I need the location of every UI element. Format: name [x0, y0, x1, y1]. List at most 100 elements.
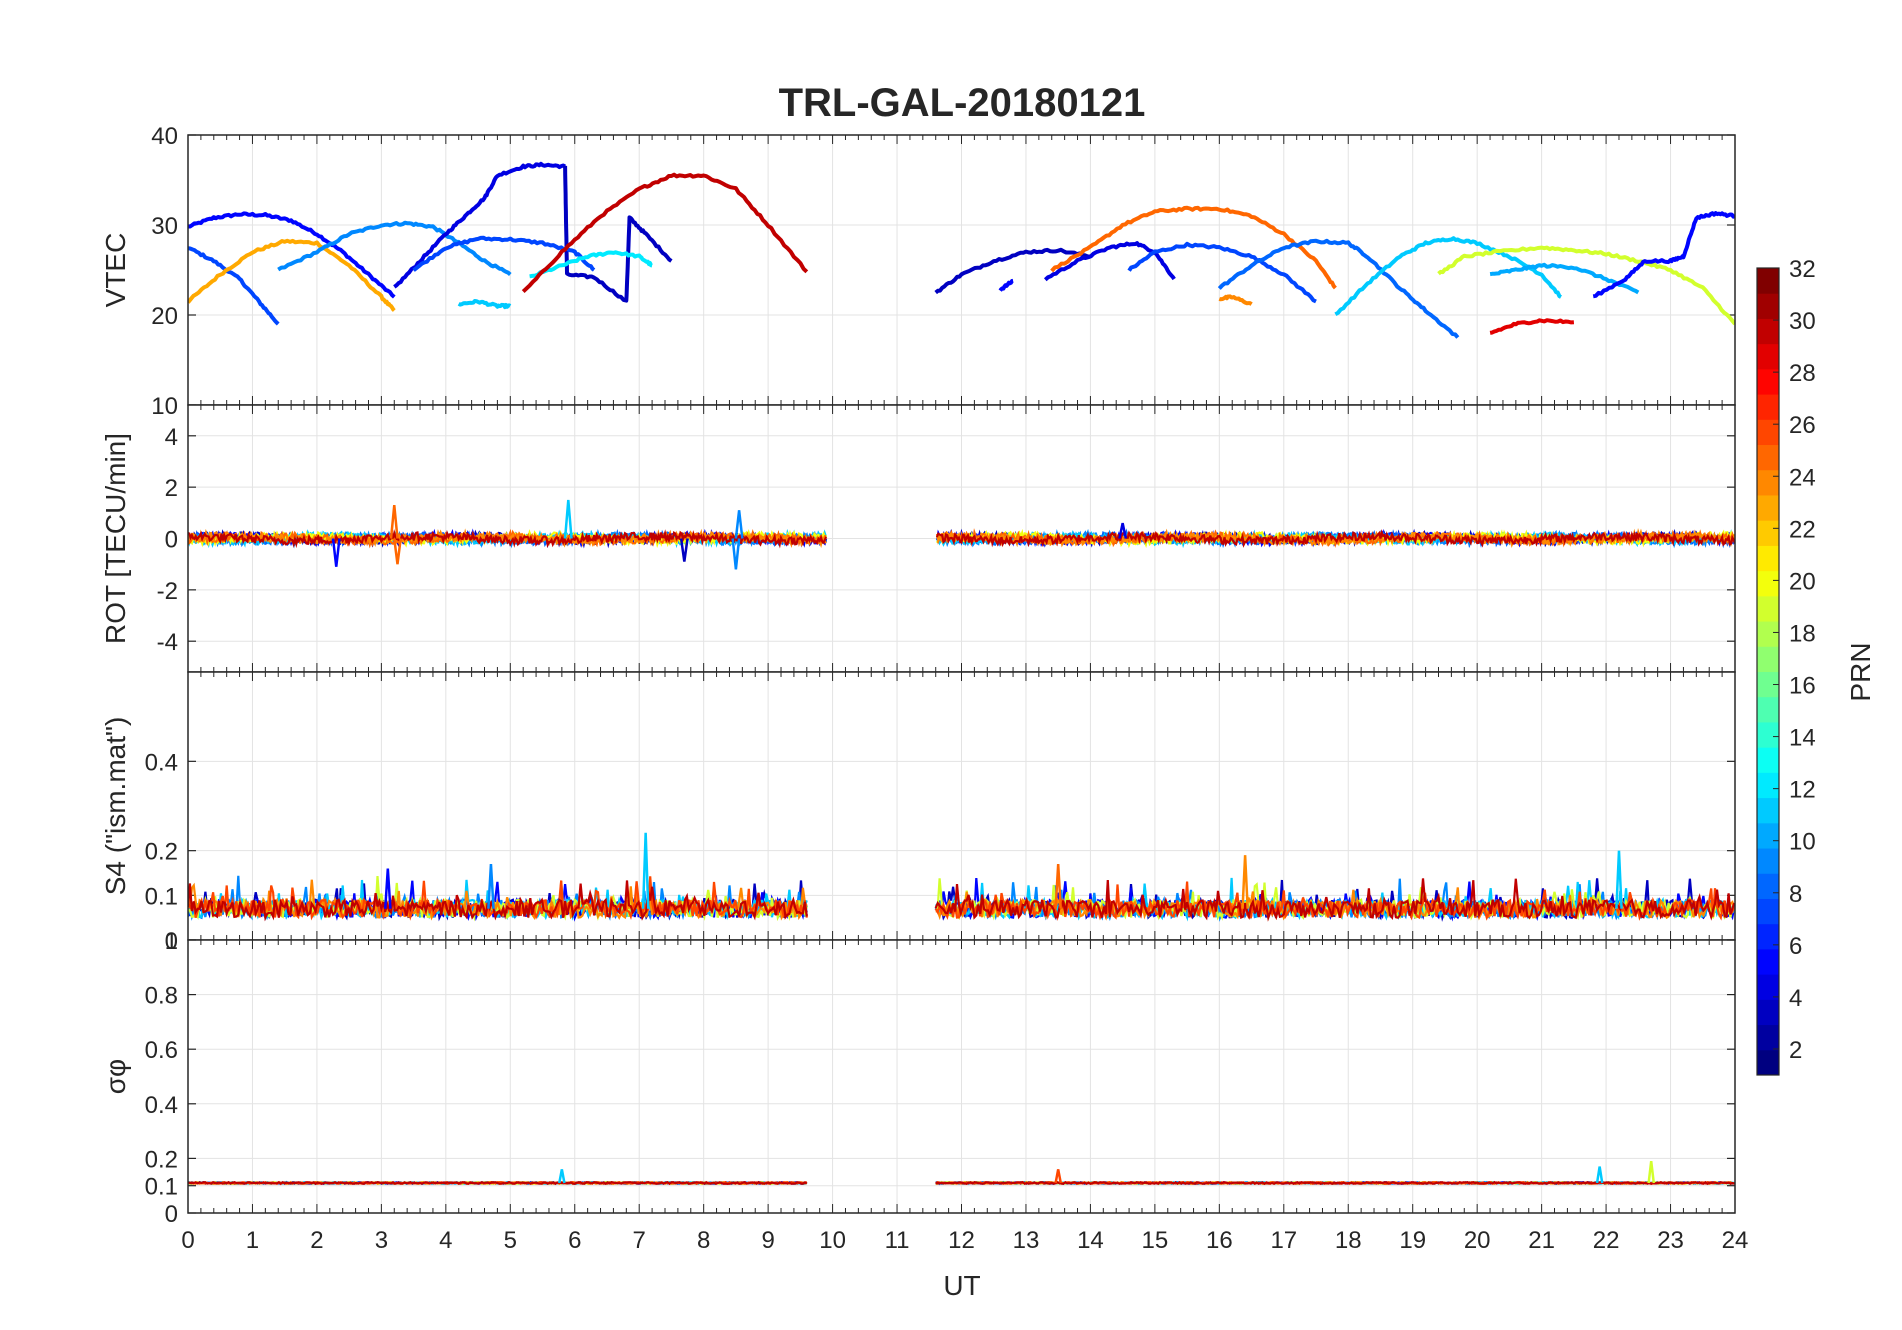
colorbar-swatch: [1757, 368, 1779, 395]
series-line-prn-7: [412, 235, 596, 272]
series-line-prn-5: [1592, 211, 1735, 299]
data-layer: [188, 161, 1735, 339]
data-layer: [188, 832, 1735, 922]
series-line-prn-25: [1050, 205, 1337, 290]
colorbar-swatch: [1757, 999, 1779, 1026]
y-tick-label: 0.1: [145, 1174, 178, 1201]
colorbar-tick-label: 18: [1789, 620, 1816, 647]
peak-mark: [383, 868, 392, 909]
colorbar-swatch: [1757, 1024, 1779, 1051]
colorbar-tick-label: 4: [1789, 985, 1802, 1012]
x-axis-label: UT: [943, 1270, 980, 1301]
chart-title: TRL-GAL-20180121: [779, 81, 1146, 125]
series-line-prn-12: [529, 250, 653, 279]
x-tick-label: 18: [1335, 1227, 1362, 1254]
x-tick-label: 7: [633, 1227, 646, 1254]
colorbar-swatch: [1757, 520, 1779, 546]
colorbar-swatch: [1757, 570, 1779, 597]
x-tick-label: 9: [761, 1227, 774, 1254]
x-tick-label: 1: [246, 1227, 259, 1254]
colorbar-swatch: [1757, 923, 1779, 950]
y-tick-label: -4: [157, 629, 178, 656]
colorbar-tick-label: 26: [1789, 412, 1816, 439]
colorbar-swatch: [1757, 797, 1779, 824]
panel-rot: -4 -2 0 2 4 ROT [TECU/min]: [100, 404, 1736, 673]
x-tick-label: 13: [1013, 1227, 1040, 1254]
series-line-prn-11: [457, 299, 512, 310]
x-tick-label: 12: [948, 1227, 975, 1254]
y-tick-label: 0.2: [145, 839, 178, 866]
peak-mark: [487, 863, 495, 909]
y-tick-label: 1: [165, 928, 178, 955]
series-line-prn-3: [563, 165, 673, 303]
x-tick-label: 8: [697, 1227, 710, 1254]
peak-mark: [1054, 1169, 1062, 1184]
colorbar-swatch: [1757, 494, 1779, 521]
colorbar-swatch: [1757, 671, 1779, 698]
rot-spike: [563, 499, 573, 539]
y-tick-label: 0.4: [145, 1092, 178, 1119]
series-line-prn-4: [393, 161, 567, 289]
rot-spike: [679, 538, 689, 562]
colorbar-swatch: [1757, 419, 1779, 446]
y-tick-label: 0.6: [145, 1037, 178, 1064]
y-axis-label: S4 ("ism.mat"): [100, 717, 131, 896]
series-line-prn-4: [1043, 241, 1176, 282]
y-tick-label: 0.4: [145, 749, 178, 776]
colorbar-swatch: [1757, 848, 1779, 874]
x-tick-label: 15: [1142, 1227, 1169, 1254]
colorbar-swatch: [1757, 948, 1779, 975]
colorbar-swatch: [1757, 318, 1779, 345]
panel-vtec: 10 20 30 40 VTEC: [100, 123, 1736, 420]
y-tick-label: 20: [151, 303, 178, 330]
x-tick-label: 17: [1270, 1227, 1297, 1254]
peak-mark: [641, 832, 650, 909]
colorbar-tick-label: 24: [1789, 464, 1816, 491]
series-line-prn-3: [934, 247, 1091, 295]
x-tick-label: 19: [1399, 1227, 1426, 1254]
series-line-prn-8: [1217, 238, 1460, 339]
series-line-prn-9: [277, 220, 512, 277]
colorbar-frame: [1756, 267, 1780, 1076]
peak-mark: [1054, 863, 1063, 909]
y-tick-label: 0: [165, 527, 178, 554]
y-tick-label: 0: [165, 928, 178, 955]
colorbar-tick-label: 30: [1789, 308, 1816, 335]
colorbar-tick-label: 32: [1789, 256, 1816, 283]
series-line-prn-30: [188, 529, 1735, 549]
colorbar-label: PRN: [1845, 642, 1876, 701]
colorbar-swatch: [1757, 822, 1779, 849]
series-line-prn-5: [188, 211, 396, 299]
colorbar-swatch: [1757, 545, 1779, 572]
colorbar-tick-label: 16: [1789, 673, 1816, 700]
colorbar-tick-label: 28: [1789, 360, 1816, 387]
peak-mark: [1241, 855, 1249, 909]
series-line-prn-7: [188, 246, 280, 326]
x-tick-label: 6: [568, 1227, 581, 1254]
colorbar-tick-label: 2: [1789, 1037, 1802, 1064]
x-tick-label: 24: [1722, 1227, 1749, 1254]
y-tick-label: 0.1: [145, 883, 178, 910]
colorbar-swatch: [1757, 394, 1779, 420]
colorbar-swatch: [1757, 646, 1779, 672]
y-tick-label: 40: [151, 123, 178, 150]
peak-mark: [1595, 1166, 1604, 1184]
peak-mark: [1647, 1160, 1656, 1184]
series-line-prn-10: [1489, 262, 1640, 295]
colorbar-swatch: [1757, 621, 1779, 647]
colorbar-swatch: [1757, 268, 1779, 294]
y-tick-label: 0.2: [145, 1146, 178, 1173]
y-axis-label: VTEC: [100, 233, 131, 308]
y-tick-label: 0: [165, 1201, 178, 1228]
colorbar-tick-label: 20: [1789, 568, 1816, 595]
y-tick-label: -2: [157, 578, 178, 605]
data-layer: [188, 499, 1735, 570]
panel-frame: [187, 939, 1736, 1214]
series-line-prn-5: [998, 278, 1014, 292]
x-tick-label: 3: [375, 1227, 388, 1254]
colorbar-tick-label: 14: [1789, 725, 1816, 752]
series-line-prn-30: [188, 880, 808, 922]
x-tick-label: 16: [1206, 1227, 1233, 1254]
rot-spike: [393, 538, 402, 565]
